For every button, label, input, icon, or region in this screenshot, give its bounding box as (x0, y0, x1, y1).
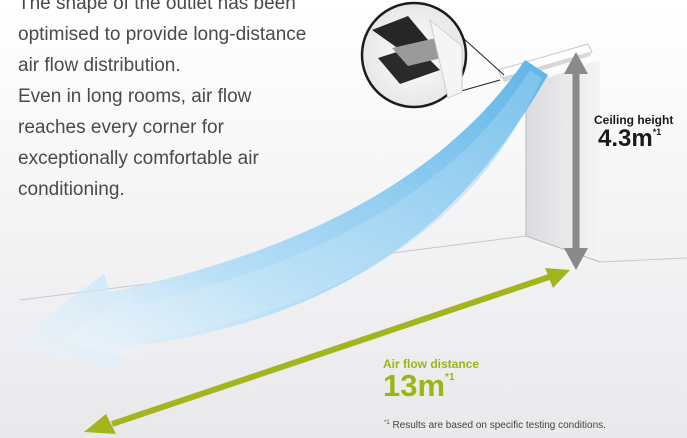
ceiling-height-label: Ceiling height 4.3m*1 (594, 113, 687, 153)
air-flow-distance-title: Air flow distance (383, 357, 480, 371)
distance-arrow (84, 268, 570, 434)
ceiling-height-value: 4.3m (598, 125, 653, 152)
outlet-zoom-lens (360, 1, 505, 109)
room-outline (19, 60, 687, 301)
ceiling-height-arrow (564, 52, 588, 270)
description-line: optimised to provide long-distance (18, 24, 307, 45)
air-flow-distance-label: Air flow distance 13m*1 (383, 357, 479, 404)
description-line: conditioning. (18, 179, 125, 200)
feature-description: The shape of the outlet has been optimis… (18, 0, 358, 205)
footnote-mark: *1 (384, 420, 390, 426)
footnote-text: Results are based on specific testing co… (392, 420, 606, 431)
description-line: The shape of the outlet has been (18, 0, 296, 14)
footnote: *1 Results are based on specific testing… (384, 420, 606, 431)
description-line: exceptionally comfortable air (18, 148, 259, 169)
ceiling-height-value-wrap: 4.3m*1 (598, 125, 687, 153)
description-line: reaches every corner for (18, 117, 224, 138)
description-line: air flow distribution. (18, 55, 181, 76)
distance-note-mark: *1 (445, 372, 455, 383)
airflow-arrow (8, 60, 548, 372)
ceiling-note-mark: *1 (652, 127, 662, 137)
description-line: Even in long rooms, air flow (18, 86, 252, 107)
ceiling-height-title: Ceiling height (594, 113, 674, 127)
air-flow-distance-value-wrap: 13m*1 (383, 368, 479, 404)
air-flow-distance-value: 13m (383, 368, 446, 403)
